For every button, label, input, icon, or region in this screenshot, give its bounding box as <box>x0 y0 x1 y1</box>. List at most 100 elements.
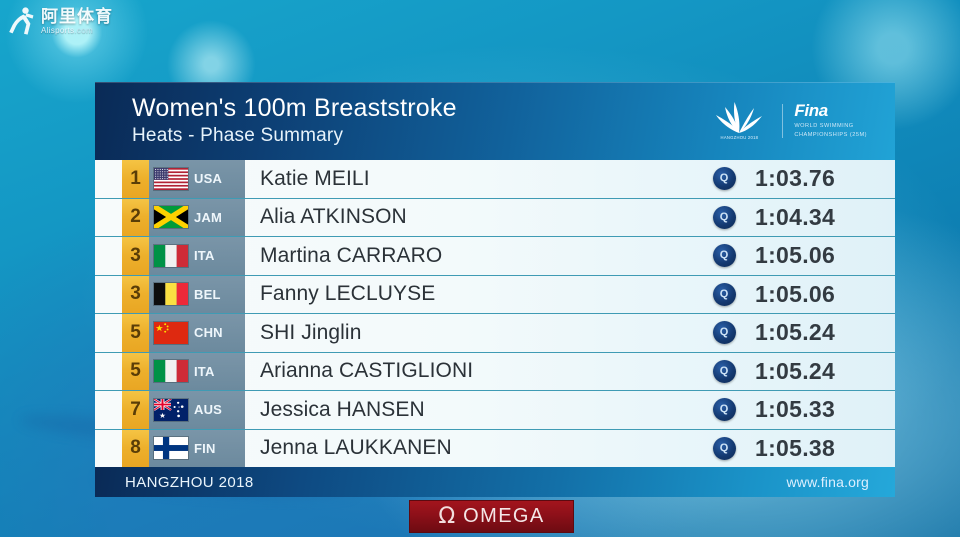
status-badge: Q <box>712 205 736 229</box>
status-badge-label: Q <box>719 287 729 300</box>
event-subtitle: Heats - Phase Summary <box>132 125 344 147</box>
country-cell: CHN <box>149 314 245 352</box>
alisports-running-figure-icon <box>8 6 34 36</box>
time-value: 1:04.34 <box>755 203 836 230</box>
fina-logo: Fina WORLD SWIMMING CHAMPIONSHIPS (25M) <box>794 102 867 139</box>
country-cell: ITA <box>149 237 245 275</box>
time-cell: 1:05.06 <box>755 276 895 314</box>
rank-cell: 8 <box>122 429 149 467</box>
country-code: ITA <box>194 363 215 379</box>
athlete-name: Jessica HANSEN <box>260 397 425 421</box>
status-badge: Q <box>712 398 736 422</box>
rank-cell: 2 <box>122 198 149 236</box>
status-badge: Q <box>712 436 736 460</box>
athlete-cell: Martina CARRARO <box>245 237 693 275</box>
status-badge-label: Q <box>719 172 729 185</box>
athlete-cell: Fanny LECLUYSE <box>245 276 693 314</box>
athlete-name: Arianna CASTIGLIONI <box>260 359 474 383</box>
time-cell: 1:05.33 <box>755 391 895 429</box>
flag-australia-icon <box>153 397 189 422</box>
rank-cell: 7 <box>122 391 149 429</box>
country-cell: AUS <box>149 391 245 429</box>
athlete-cell: Alia ATKINSON <box>245 199 693 237</box>
flag-italy-icon <box>153 243 189 268</box>
rank-cell: 5 <box>122 352 149 390</box>
country-code: ITA <box>194 248 215 264</box>
watermark-chinese-text: 阿里体育 <box>41 6 113 26</box>
omega-symbol-icon: Ω <box>438 503 456 529</box>
qualification-cell: Q <box>693 199 755 237</box>
omega-wordmark: OMEGA <box>463 505 545 527</box>
fina-tagline: WORLD SWIMMING CHAMPIONSHIPS (25M) <box>794 123 867 138</box>
country-cell: USA <box>149 160 245 198</box>
time-value: 1:05.06 <box>755 242 836 269</box>
status-badge: Q <box>712 359 736 383</box>
footer-website[interactable]: www.fina.org <box>786 474 869 490</box>
country-code: AUS <box>194 402 223 418</box>
flag-italy-icon <box>153 359 189 384</box>
time-value: 1:05.33 <box>755 396 836 423</box>
status-badge: Q <box>712 244 736 268</box>
athlete-name: Katie MEILI <box>260 166 370 190</box>
header-titles: Women's 100m Breaststroke Heats - Phase … <box>95 82 707 160</box>
time-cell: 1:05.24 <box>755 314 895 352</box>
status-badge-label: Q <box>719 441 729 454</box>
logo-divider <box>782 104 784 138</box>
status-badge-label: Q <box>719 210 729 223</box>
flag-jamaica-icon <box>153 205 189 230</box>
table-row: 7 AUS Jessica HANSEN Q <box>95 391 895 430</box>
rank-value: 5 <box>130 360 141 382</box>
table-row: 3 ITA Martina CARRARO Q 1:05.06 <box>95 237 895 276</box>
alisports-wordmark: 阿里体育 Alisports.com <box>41 8 113 35</box>
time-cell: 1:05.24 <box>755 353 895 391</box>
alisports-watermark: 阿里体育 Alisports.com <box>8 6 113 36</box>
qualification-cell: Q <box>693 314 755 352</box>
athlete-cell: Jenna LAUKKANEN <box>245 430 693 468</box>
status-badge-label: Q <box>719 403 729 416</box>
header-logo-group: HANGZHOU 2018 Fina WORLD SWIMMING CHAMPI… <box>707 82 895 160</box>
athlete-cell: Jessica HANSEN <box>245 391 693 429</box>
rank-value: 5 <box>130 321 141 343</box>
athlete-cell: Arianna CASTIGLIONI <box>245 353 693 391</box>
country-code: BEL <box>194 286 221 302</box>
rank-value: 3 <box>130 283 141 305</box>
athlete-name: SHI Jinglin <box>260 320 362 344</box>
qualification-cell: Q <box>693 430 755 468</box>
table-row: 5 CHN SHI Jinglin Q 1:05.24 <box>95 314 895 353</box>
flag-belgium-icon <box>153 282 189 307</box>
footer-event-location: HANGZHOU 2018 <box>125 473 254 491</box>
time-value: 1:05.38 <box>755 434 836 461</box>
rank-cell: 3 <box>122 275 149 313</box>
time-value: 1:05.24 <box>755 319 836 346</box>
flag-usa-icon <box>153 166 189 191</box>
country-code: FIN <box>194 440 216 456</box>
table-row: 3 BEL Fanny LECLUYSE Q 1:05.06 <box>95 275 895 314</box>
emblem-caption: HANGZHOU 2018 <box>720 135 759 141</box>
results-table: 1 USA Katie MEILI Q 1:03.76 2 <box>95 160 895 467</box>
panel-header: Women's 100m Breaststroke Heats - Phase … <box>95 82 895 160</box>
fina-wordmark: Fina <box>794 101 828 121</box>
rank-value: 2 <box>130 206 141 228</box>
time-value: 1:05.24 <box>755 357 836 384</box>
country-code: CHN <box>194 325 223 341</box>
rank-cell: 3 <box>122 237 149 275</box>
athlete-cell: SHI Jinglin <box>245 314 693 352</box>
table-row: 8 FIN Jenna LAUKKANEN Q 1:05.38 <box>95 429 895 468</box>
event-title: Women's 100m Breaststroke <box>132 94 457 123</box>
athlete-name: Alia ATKINSON <box>260 205 407 229</box>
country-cell: JAM <box>149 198 245 236</box>
rank-value: 3 <box>130 244 141 266</box>
country-cell: FIN <box>149 429 245 467</box>
status-badge: Q <box>712 167 736 191</box>
time-cell: 1:05.38 <box>755 430 895 468</box>
athlete-name: Fanny LECLUYSE <box>260 282 436 306</box>
status-badge-label: Q <box>719 364 729 377</box>
qualification-cell: Q <box>693 237 755 275</box>
time-cell: 1:03.76 <box>755 160 895 198</box>
athlete-name: Jenna LAUKKANEN <box>260 436 452 460</box>
hangzhou-2018-emblem: HANGZHOU 2018 <box>707 94 771 148</box>
country-cell: ITA <box>149 352 245 390</box>
rank-value: 1 <box>130 167 141 189</box>
status-badge-label: Q <box>719 249 729 262</box>
status-badge-label: Q <box>719 326 729 339</box>
